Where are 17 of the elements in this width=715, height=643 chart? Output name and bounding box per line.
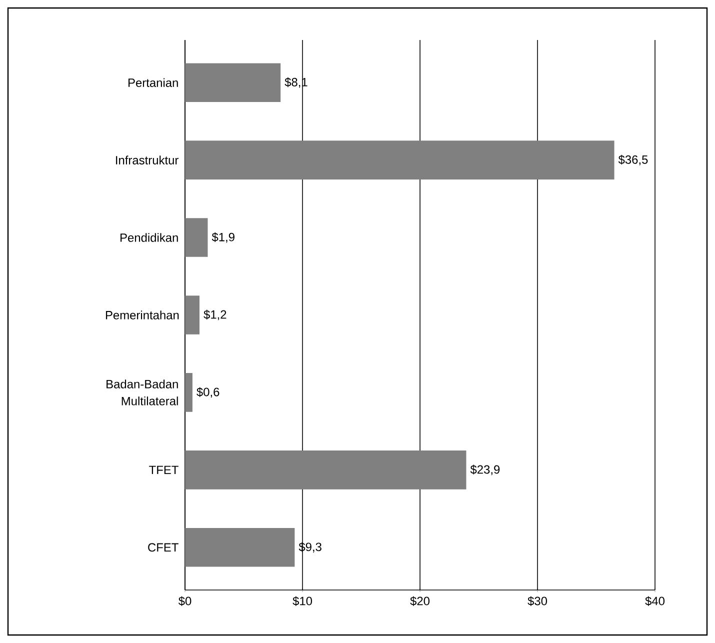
x-tick-label: $30: [528, 596, 548, 606]
y-tick-label: Pertanian: [128, 78, 178, 87]
y-tick-label: Badan-Badan Multilateral: [106, 380, 178, 406]
x-tick-label: $40: [645, 596, 665, 606]
y-tick-label: CFET: [148, 543, 178, 552]
y-tick-label: TFET: [149, 466, 178, 474]
data-label: $0,6: [196, 387, 220, 398]
x-tick-label: $0: [178, 596, 192, 606]
x-tick-label: $20: [410, 596, 430, 606]
data-label: $23,9: [470, 464, 500, 476]
data-label: $1,2: [204, 310, 226, 320]
y-tick-label: Pemerintahan: [106, 310, 179, 320]
y-tick-label: Infrastruktur: [116, 156, 178, 164]
x-tick-label: $10: [292, 596, 312, 606]
data-label: $36,5: [618, 154, 648, 166]
y-tick-label: Pendidikan: [120, 233, 178, 242]
data-label: $1,9: [212, 232, 234, 243]
